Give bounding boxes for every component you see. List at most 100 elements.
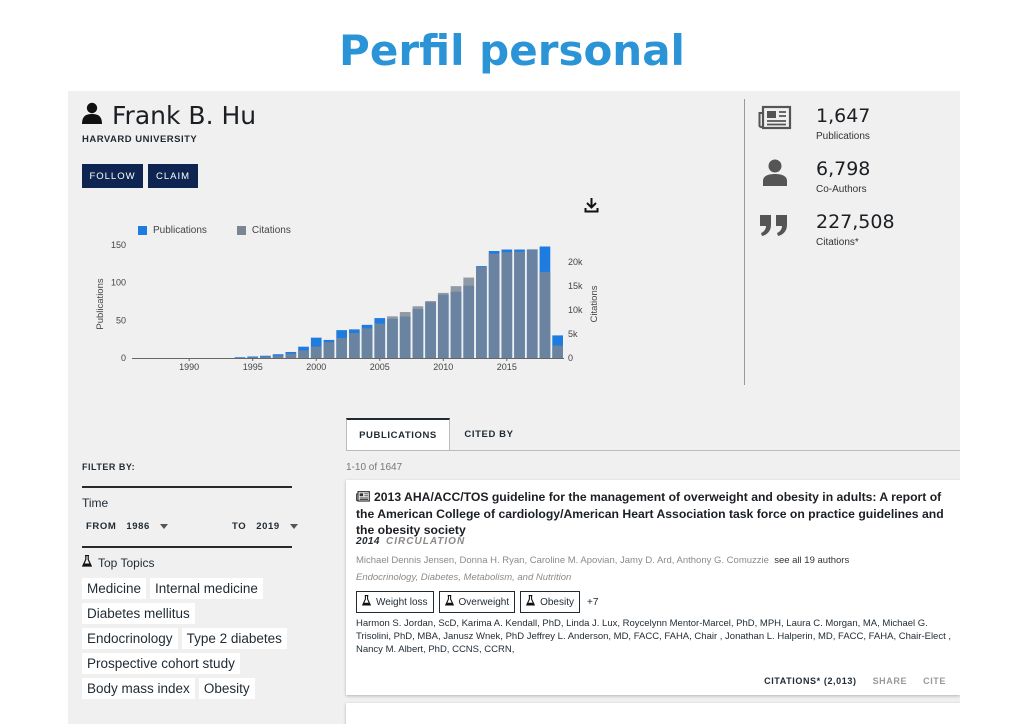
- legend-label: Citations: [251, 225, 291, 236]
- person-icon: [82, 102, 102, 129]
- newspaper-icon: [356, 490, 370, 506]
- topic-chip[interactable]: Type 2 diabetes: [181, 628, 287, 649]
- topic-row: Body mass index Obesity: [82, 678, 302, 699]
- topic-row: Endocrinology Type 2 diabetes: [82, 628, 302, 649]
- citation-bar: [488, 253, 500, 358]
- topic-chip[interactable]: Diabetes mellitus: [82, 603, 195, 624]
- divider: [744, 99, 745, 385]
- from-label: FROM: [86, 521, 117, 532]
- topic-tag-label: Weight loss: [376, 596, 428, 608]
- citation-bar: [361, 328, 373, 358]
- publication-year: 2014: [356, 536, 380, 547]
- y-left-axis-title: Publications: [95, 278, 106, 329]
- legend-label: Publications: [153, 225, 207, 236]
- x-tick-label: 2015: [497, 362, 517, 372]
- topic-chip[interactable]: Endocrinology: [82, 628, 178, 649]
- citation-bar: [437, 292, 449, 358]
- x-tick-label: 2005: [370, 362, 390, 372]
- chart-legend: Publications Citations: [138, 225, 291, 236]
- tab-publications[interactable]: PUBLICATIONS: [346, 418, 450, 451]
- publication-authors: Michael Dennis Jensen, Donna H. Ryan, Ca…: [356, 555, 849, 566]
- affiliation: HARVARD UNIVERSITY: [82, 134, 198, 145]
- quote-icon: [758, 211, 790, 242]
- citation-bar: [425, 301, 436, 358]
- topic-row: Prospective cohort study: [82, 653, 302, 674]
- newspaper-icon: [758, 105, 792, 136]
- topic-tag[interactable]: Overweight: [438, 591, 516, 613]
- y-right-tick-label: 20k: [568, 257, 583, 267]
- publications-citations-chart: 0 50 100 150 0 5k 10k 15k 20k 1990 1995 2000 2005 201…: [95, 240, 600, 372]
- publication-title-text: 2013 AHA/ACC/TOS guideline for the manag…: [356, 490, 944, 537]
- from-year-select[interactable]: FROM 1986: [86, 521, 168, 532]
- topic-chips: Medicine Internal medicine Diabetes mellit…: [82, 578, 302, 703]
- citation-bar: [476, 267, 487, 358]
- publication-affiliations: Harmon S. Jordan, ScD, Karima A. Kendall…: [356, 618, 952, 655]
- citation-bar: [260, 356, 271, 358]
- topic-row: Diabetes mellitus: [82, 603, 302, 624]
- citation-bar: [387, 316, 398, 358]
- stat-publications: 1,647 Publications: [758, 105, 870, 142]
- chevron-down-icon: [289, 524, 298, 529]
- chevron-down-icon: [159, 524, 168, 529]
- stat-value: 227,508: [816, 211, 895, 233]
- publication-title[interactable]: 2013 AHA/ACC/TOS guideline for the manag…: [356, 489, 952, 538]
- citation-bar: [463, 277, 475, 358]
- publication-journal[interactable]: CIRCULATION: [386, 536, 466, 547]
- citations-button[interactable]: CITATIONS* (2,013): [764, 676, 857, 686]
- flask-icon: [81, 554, 93, 570]
- stat-value: 1,647: [816, 105, 871, 127]
- publication-meta: 2014 CIRCULATION: [356, 536, 465, 547]
- claim-button[interactable]: CLAIM: [148, 164, 198, 188]
- y-right-tick-label: 15k: [568, 281, 583, 291]
- top-topics-header: Top Topics: [81, 554, 154, 570]
- x-tick-label: 1995: [243, 362, 263, 372]
- publication-bar: [247, 356, 259, 358]
- topic-row: Medicine Internal medicine: [82, 578, 302, 599]
- x-tick-label: 2000: [306, 362, 326, 372]
- cite-button[interactable]: CITE: [923, 676, 946, 686]
- citation-bar: [298, 350, 309, 358]
- topic-tag-label: Overweight: [458, 596, 510, 608]
- stat-coauthors: 6,798 Co-Authors: [758, 158, 870, 195]
- citation-bar: [450, 286, 462, 358]
- citation-bar: [272, 355, 284, 358]
- topic-tag[interactable]: Obesity: [520, 591, 580, 613]
- follow-button[interactable]: FOLLOW: [82, 164, 143, 188]
- publication-card: 2013 AHA/ACC/TOS guideline for the manag…: [346, 480, 960, 695]
- topic-chip[interactable]: Internal medicine: [150, 578, 263, 599]
- citation-bar: [412, 306, 424, 358]
- legend-item-citations[interactable]: Citations: [236, 225, 291, 236]
- legend-item-publications[interactable]: Publications: [138, 225, 207, 236]
- y-left-tick-label: 0: [121, 353, 126, 363]
- see-all-authors-link[interactable]: see all 19 authors: [774, 555, 850, 566]
- citation-bar: [552, 345, 563, 358]
- y-right-tick-label: 0: [568, 353, 573, 363]
- topic-chip[interactable]: Prospective cohort study: [82, 653, 240, 674]
- topic-tag[interactable]: Weight loss: [356, 591, 434, 613]
- y-right-tick-label: 5k: [568, 329, 578, 339]
- topic-chip[interactable]: Obesity: [198, 678, 255, 699]
- author-list[interactable]: Michael Dennis Jensen, Donna H. Ryan, Ca…: [356, 555, 769, 566]
- stat-label: Publications: [816, 131, 870, 142]
- citation-bar: [399, 312, 411, 358]
- publication-card: [346, 703, 960, 724]
- more-tags-link[interactable]: +7: [587, 596, 599, 608]
- topic-chip[interactable]: Body mass index: [82, 678, 195, 699]
- share-button[interactable]: SHARE: [872, 676, 908, 686]
- download-icon[interactable]: [584, 197, 599, 218]
- time-filter-label: Time: [82, 496, 109, 510]
- to-value: 2019: [256, 521, 280, 532]
- result-count: 1-10 of 1647: [346, 462, 403, 473]
- stat-label: Citations*: [816, 237, 859, 248]
- y-left-tick-label: 100: [111, 278, 126, 288]
- citation-bar: [514, 251, 525, 358]
- topic-tag-label: Obesity: [540, 596, 574, 608]
- publication-tags: Weight loss Overweight Obesity +7: [356, 591, 598, 613]
- topic-chip[interactable]: Medicine: [82, 578, 147, 599]
- to-year-select[interactable]: TO 2019: [232, 521, 298, 532]
- to-label: TO: [232, 521, 247, 532]
- citation-bar: [349, 333, 360, 358]
- tab-divider: [346, 450, 960, 451]
- citation-bar: [323, 342, 335, 358]
- tab-cited-by[interactable]: CITED BY: [464, 429, 514, 440]
